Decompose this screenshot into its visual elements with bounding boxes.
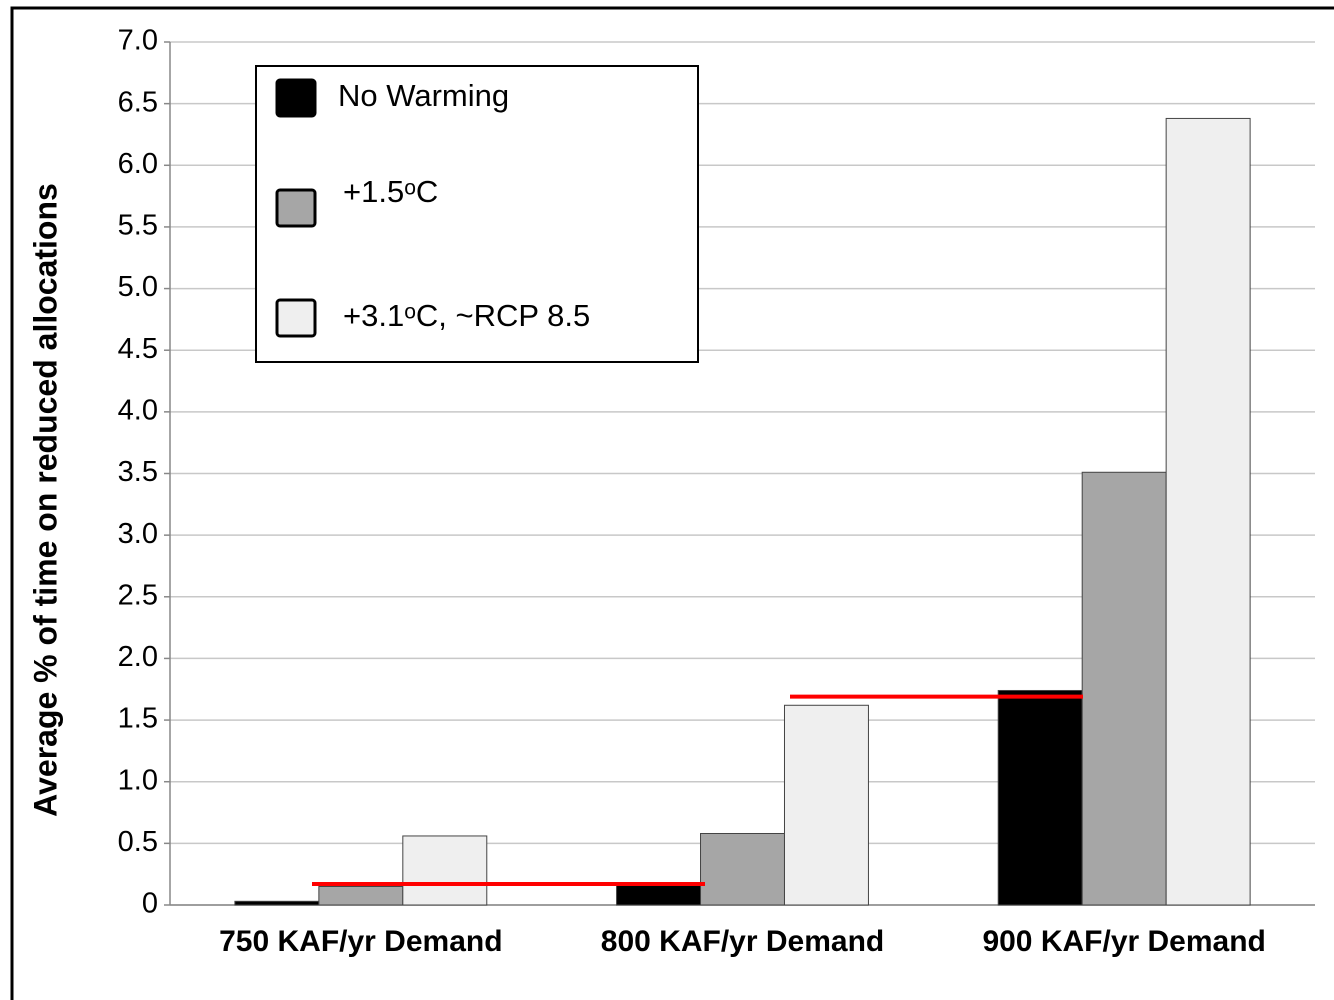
bar [783,704,869,906]
y-tick-label: 6.5 [118,86,158,118]
x-tick-label: 750 KAF/yr Demand [219,925,502,958]
legend-box [255,65,699,363]
frame [10,6,1334,1000]
legend-label: +1.5ᵒC [343,174,438,209]
bar [318,886,404,906]
y-tick-label: 2.0 [118,641,158,673]
y-tick-label: 3.0 [118,518,158,550]
bar [616,883,702,906]
y-tick-label: 5.5 [118,210,158,242]
x-tick-label: 800 KAF/yr Demand [601,925,884,958]
bar [1165,117,1251,906]
y-tick-label: 4.0 [118,395,158,427]
bar [997,689,1083,906]
y-tick-label: 1.5 [118,703,158,735]
y-axis-label: Average % of time on reduced allocations [27,183,63,817]
y-tick-label: 4.5 [118,333,158,365]
y-tick-label: 1.0 [118,764,158,796]
legend-swatch [275,298,317,338]
legend-label: +3.1ᵒC, ~RCP 8.5 [343,298,590,333]
y-tick-label: 5.0 [118,271,158,303]
bar [402,835,488,906]
legend-label: No Warming [338,78,509,113]
y-tick-label: 3.5 [118,456,158,488]
bar [234,900,320,906]
bar [1081,471,1167,906]
legend-swatch [275,188,317,228]
legend-swatch [275,78,317,118]
y-tick-label: 0 [142,888,158,920]
y-tick-label: 7.0 [118,25,158,57]
bar [700,832,785,906]
y-tick-label: 0.5 [118,826,158,858]
x-tick-label: 900 KAF/yr Demand [982,925,1265,958]
y-tick-label: 2.5 [118,579,158,611]
y-tick-label: 6.0 [118,148,158,180]
